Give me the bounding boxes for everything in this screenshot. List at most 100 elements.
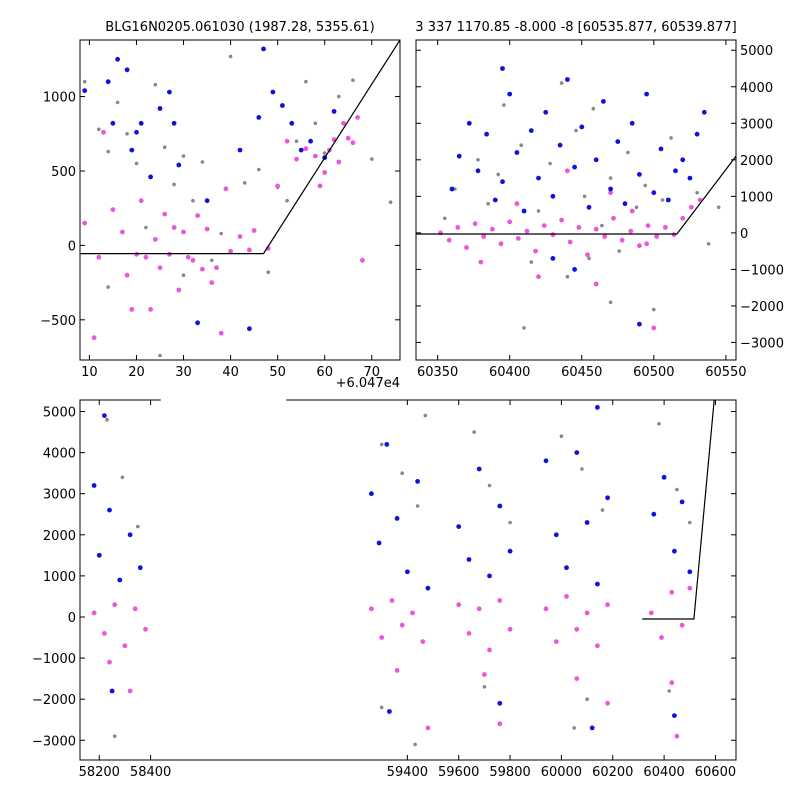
data-point [105, 417, 109, 422]
data-point [455, 225, 461, 230]
data-point [110, 120, 116, 126]
data-point [629, 120, 635, 126]
data-point [565, 77, 570, 82]
data-point [107, 659, 112, 665]
data-point [484, 131, 489, 137]
panel-frame [79, 399, 737, 761]
data-point [112, 602, 118, 608]
data-point [595, 581, 600, 587]
data-point [680, 215, 686, 221]
y-tick-label: 0 [740, 227, 748, 242]
data-point [500, 179, 505, 185]
y-tick-label: 4000 [740, 81, 773, 96]
data-point [82, 88, 88, 93]
data-point [144, 225, 148, 230]
y-tick-label: 3000 [740, 117, 773, 132]
data-point [591, 106, 596, 111]
data-point [572, 267, 577, 272]
data-point [519, 143, 523, 147]
data-point [369, 491, 374, 497]
data-point [657, 422, 661, 426]
data-point [107, 507, 112, 513]
data-point [680, 157, 686, 163]
data-point [687, 585, 693, 591]
data-point [574, 626, 580, 632]
data-point [152, 237, 158, 242]
data-point [247, 326, 252, 332]
data-point [557, 142, 563, 148]
x-tick-label: 40 [222, 365, 239, 380]
x-tick-label: 58200 [79, 765, 120, 780]
data-point [601, 99, 606, 104]
data-point [687, 569, 693, 575]
axis-break [160, 398, 287, 402]
y-tick-label: 4000 [43, 447, 76, 462]
data-point [127, 688, 133, 694]
data-point [137, 565, 143, 571]
data-point [487, 573, 492, 579]
x-tick-label: 10 [81, 365, 98, 380]
data-point [331, 109, 337, 114]
data-point [622, 201, 628, 207]
data-point [181, 154, 186, 158]
data-point [550, 232, 556, 238]
data-point [487, 483, 492, 488]
data-point [673, 168, 678, 174]
x-tick-label: 60500 [633, 365, 674, 380]
panel-frame [415, 39, 737, 361]
data-point [261, 46, 266, 52]
data-point [553, 639, 559, 644]
data-point [443, 216, 447, 221]
data-point [132, 606, 138, 612]
data-point [129, 307, 135, 312]
data-point [497, 598, 503, 603]
data-point [96, 552, 102, 558]
data-point [449, 186, 455, 192]
data-point [593, 157, 599, 163]
data-point [476, 466, 482, 472]
data-point [423, 413, 428, 418]
data-point [543, 109, 549, 115]
data-point [289, 120, 295, 126]
data-point [576, 225, 582, 230]
data-point [543, 458, 549, 464]
data-point [706, 242, 711, 246]
data-point [167, 89, 172, 95]
data-point [369, 606, 374, 612]
data-point [312, 153, 318, 159]
data-point [652, 307, 656, 312]
data-point [669, 589, 675, 595]
data-point [138, 120, 144, 126]
data-point [674, 733, 680, 739]
data-point [195, 213, 201, 219]
data-point [446, 237, 452, 243]
y-tick-label: 1000 [740, 190, 773, 205]
data-point [285, 198, 289, 203]
data-point [275, 183, 280, 189]
data-point [605, 495, 610, 501]
plot-area [80, 40, 400, 358]
y-tick-label: −1000 [32, 652, 76, 667]
data-point [608, 186, 613, 192]
y-tick-label: 2000 [43, 529, 76, 544]
data-point [587, 256, 591, 261]
data-point [645, 223, 651, 229]
data-point [475, 168, 481, 174]
y-tick-label: 0 [68, 611, 76, 626]
data-point [648, 610, 654, 616]
data-point [143, 254, 149, 260]
data-point [572, 726, 576, 730]
data-point [337, 94, 341, 99]
data-point [663, 225, 668, 230]
data-point [533, 248, 538, 254]
data-point [605, 700, 610, 706]
data-point [251, 228, 257, 233]
data-point [313, 121, 318, 126]
data-point [172, 182, 176, 187]
data-point [695, 190, 699, 195]
data-point [284, 138, 290, 144]
data-point [536, 274, 541, 280]
data-point [138, 198, 144, 204]
data-point [218, 330, 224, 336]
